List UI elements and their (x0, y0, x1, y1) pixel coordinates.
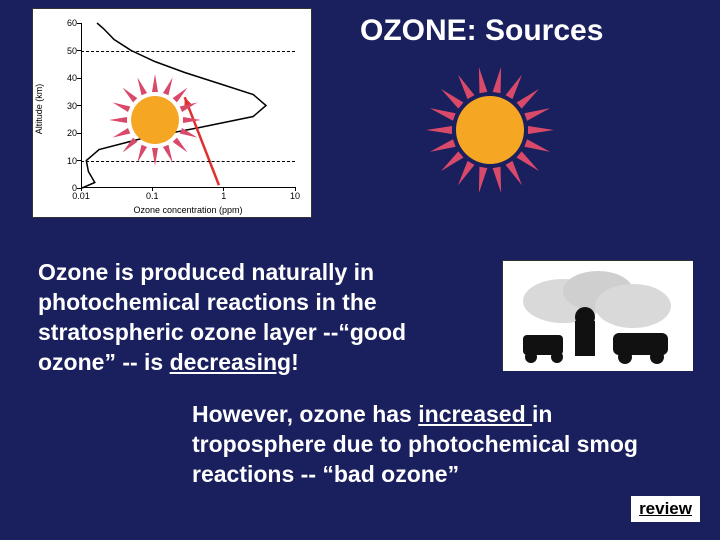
chart-xtick-label: 0.1 (146, 191, 159, 201)
text-underlined: decreasing (170, 349, 291, 375)
sun-icon (104, 69, 206, 171)
chart-x-axis-label: Ozone concentration (ppm) (81, 205, 295, 215)
chart-xtick-label: 1 (221, 191, 226, 201)
paragraph-bad-ozone: However, ozone has increased in troposph… (192, 400, 666, 490)
text: ! (291, 349, 299, 375)
paragraph-good-ozone: Ozone is produced naturally in photochem… (38, 258, 478, 378)
chart-ytick-label: 20 (63, 128, 77, 138)
chart-ytick-label: 60 (63, 18, 77, 28)
chart-ytick-label: 30 (63, 101, 77, 111)
chart-y-axis-label: Altitude (km) (34, 84, 44, 135)
chart-ytick-label: 40 (63, 73, 77, 83)
sun-icon (421, 61, 559, 199)
chart-xtick-label: 0.01 (72, 191, 90, 201)
review-button[interactable]: review (631, 496, 700, 522)
chart-ytick-label: 10 (63, 156, 77, 166)
chart-xtick-label: 10 (290, 191, 300, 201)
text-underlined: increased (418, 401, 532, 427)
smog-illustration (502, 260, 692, 370)
slide-title: OZONE: Sources (360, 14, 603, 48)
chart-dashed-line (81, 51, 295, 52)
chart-ytick-label: 50 (63, 46, 77, 56)
text: However, ozone has (192, 401, 418, 427)
